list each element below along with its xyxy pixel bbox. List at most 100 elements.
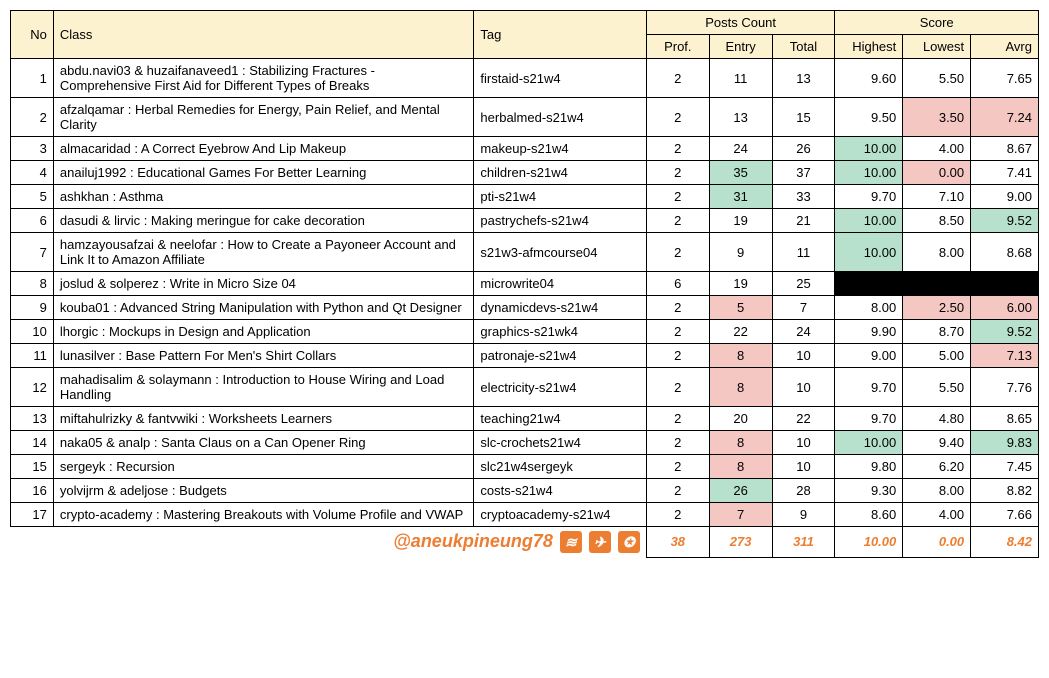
cell-tag: electricity-s21w4 bbox=[474, 368, 646, 407]
cell-entry: 11 bbox=[709, 59, 772, 98]
cell-tag: costs-s21w4 bbox=[474, 479, 646, 503]
cell-no: 13 bbox=[11, 407, 54, 431]
table-row: 3almacaridad : A Correct Eyebrow And Lip… bbox=[11, 137, 1039, 161]
cell-lowest: 8.00 bbox=[903, 479, 971, 503]
cell-no: 17 bbox=[11, 503, 54, 527]
cell-total: 22 bbox=[772, 407, 835, 431]
table-row: 7hamzayousafzai & neelofar : How to Crea… bbox=[11, 233, 1039, 272]
table-row: 16yolvijrm & adeljose : Budgetscosts-s21… bbox=[11, 479, 1039, 503]
table-row: 10lhorgic : Mockups in Design and Applic… bbox=[11, 320, 1039, 344]
cell-highest: 10.00 bbox=[835, 431, 903, 455]
attribution-text: @aneukpineung78 bbox=[393, 531, 553, 551]
cell-no: 5 bbox=[11, 185, 54, 209]
table-row: 15sergeyk : Recursionslc21w4sergeyk28109… bbox=[11, 455, 1039, 479]
cell-prof: 2 bbox=[646, 455, 709, 479]
cell-class: hamzayousafzai & neelofar : How to Creat… bbox=[53, 233, 474, 272]
cell-class: anailuj1992 : Educational Games For Bett… bbox=[53, 161, 474, 185]
cell-total: 15 bbox=[772, 98, 835, 137]
cell-class: naka05 & analp : Santa Claus on a Can Op… bbox=[53, 431, 474, 455]
cell-class: joslud & solperez : Write in Micro Size … bbox=[53, 272, 474, 296]
cell-total: 25 bbox=[772, 272, 835, 296]
cell-tag: patronaje-s21w4 bbox=[474, 344, 646, 368]
cell-tag: dynamicdevs-s21w4 bbox=[474, 296, 646, 320]
cell-prof: 2 bbox=[646, 296, 709, 320]
cell-lowest: 2.50 bbox=[903, 296, 971, 320]
cell-avrg: 9.83 bbox=[971, 431, 1039, 455]
header-tag: Tag bbox=[474, 11, 646, 59]
table-row: 9kouba01 : Advanced String Manipulation … bbox=[11, 296, 1039, 320]
totals-lowest: 0.00 bbox=[903, 527, 971, 558]
cell-entry: 19 bbox=[709, 272, 772, 296]
cell-no: 1 bbox=[11, 59, 54, 98]
header-posts-count: Posts Count bbox=[646, 11, 834, 35]
cell-avrg: 7.24 bbox=[971, 98, 1039, 137]
cell-no: 6 bbox=[11, 209, 54, 233]
cell-no: 2 bbox=[11, 98, 54, 137]
cell-tag: teaching21w4 bbox=[474, 407, 646, 431]
totals-highest: 10.00 bbox=[835, 527, 903, 558]
cell-tag: cryptoacademy-s21w4 bbox=[474, 503, 646, 527]
cell-total: 21 bbox=[772, 209, 835, 233]
cell-entry: 9 bbox=[709, 233, 772, 272]
cell-lowest: 6.20 bbox=[903, 455, 971, 479]
cell-highest: 10.00 bbox=[835, 233, 903, 272]
cell-entry: 19 bbox=[709, 209, 772, 233]
cell-no: 11 bbox=[11, 344, 54, 368]
cell-highest: 9.70 bbox=[835, 185, 903, 209]
header-entry: Entry bbox=[709, 35, 772, 59]
cell-entry: 8 bbox=[709, 455, 772, 479]
cell-lowest: 5.50 bbox=[903, 59, 971, 98]
cell-no: 4 bbox=[11, 161, 54, 185]
cell-highest: 10.00 bbox=[835, 137, 903, 161]
cell-tag: pti-s21w4 bbox=[474, 185, 646, 209]
cell-highest: 10.00 bbox=[835, 209, 903, 233]
table-row: 12mahadisalim & solaymann : Introduction… bbox=[11, 368, 1039, 407]
cell-avrg: 9.00 bbox=[971, 185, 1039, 209]
cell-avrg: 7.13 bbox=[971, 344, 1039, 368]
cell-class: almacaridad : A Correct Eyebrow And Lip … bbox=[53, 137, 474, 161]
cell-class: miftahulrizky & fantvwiki : Worksheets L… bbox=[53, 407, 474, 431]
cell-avrg: 9.52 bbox=[971, 209, 1039, 233]
cell-highest: 9.50 bbox=[835, 98, 903, 137]
cell-lowest: 8.50 bbox=[903, 209, 971, 233]
cell-highest: 9.00 bbox=[835, 344, 903, 368]
cell-total: 10 bbox=[772, 368, 835, 407]
cell-total: 33 bbox=[772, 185, 835, 209]
cell-class: afzalqamar : Herbal Remedies for Energy,… bbox=[53, 98, 474, 137]
cell-highest: 9.70 bbox=[835, 407, 903, 431]
cell-avrg: 7.41 bbox=[971, 161, 1039, 185]
totals-avrg: 8.42 bbox=[971, 527, 1039, 558]
cell-entry: 20 bbox=[709, 407, 772, 431]
cell-class: ashkhan : Asthma bbox=[53, 185, 474, 209]
cell-prof: 2 bbox=[646, 344, 709, 368]
cell-prof: 2 bbox=[646, 503, 709, 527]
cell-no: 7 bbox=[11, 233, 54, 272]
cell-blackout bbox=[835, 272, 1039, 296]
cell-entry: 5 bbox=[709, 296, 772, 320]
cell-avrg: 7.45 bbox=[971, 455, 1039, 479]
cell-tag: makeup-s21w4 bbox=[474, 137, 646, 161]
cell-lowest: 0.00 bbox=[903, 161, 971, 185]
cell-prof: 2 bbox=[646, 431, 709, 455]
cell-prof: 2 bbox=[646, 368, 709, 407]
header-total: Total bbox=[772, 35, 835, 59]
cell-tag: s21w3-afmcourse04 bbox=[474, 233, 646, 272]
cell-highest: 9.30 bbox=[835, 479, 903, 503]
attribution-cell: @aneukpineung78 ≋ ✈ ✪ bbox=[11, 527, 647, 558]
cell-tag: microwrite04 bbox=[474, 272, 646, 296]
cell-avrg: 9.52 bbox=[971, 320, 1039, 344]
cell-entry: 8 bbox=[709, 431, 772, 455]
cell-entry: 8 bbox=[709, 344, 772, 368]
telegram-icon: ✈ bbox=[589, 531, 611, 553]
table-row: 2afzalqamar : Herbal Remedies for Energy… bbox=[11, 98, 1039, 137]
cell-entry: 26 bbox=[709, 479, 772, 503]
cell-no: 10 bbox=[11, 320, 54, 344]
cell-total: 10 bbox=[772, 344, 835, 368]
cell-lowest: 4.00 bbox=[903, 503, 971, 527]
cell-highest: 9.90 bbox=[835, 320, 903, 344]
cell-prof: 2 bbox=[646, 209, 709, 233]
cell-total: 28 bbox=[772, 479, 835, 503]
cell-prof: 2 bbox=[646, 161, 709, 185]
totals-prof: 38 bbox=[646, 527, 709, 558]
cell-lowest: 4.80 bbox=[903, 407, 971, 431]
